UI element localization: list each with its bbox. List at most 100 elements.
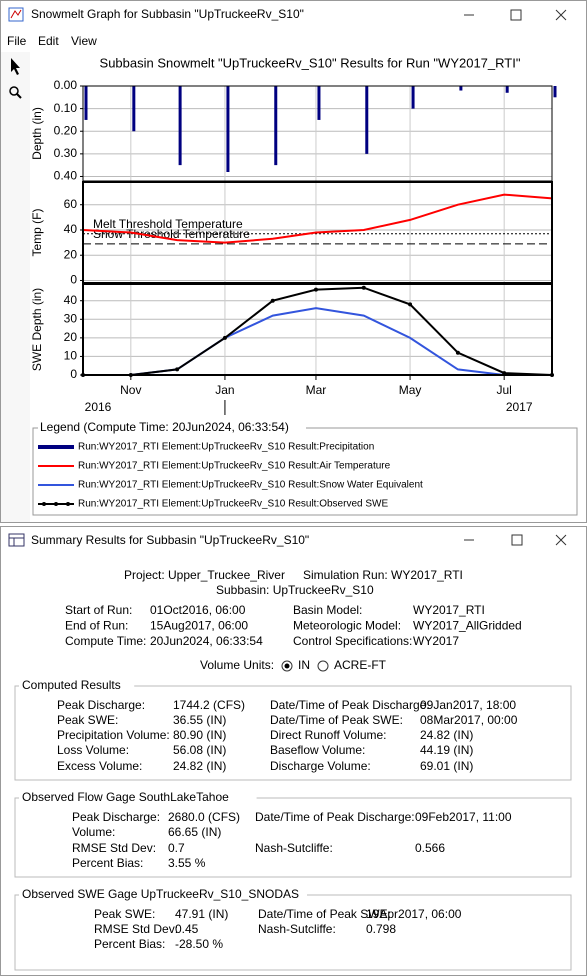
menu-item[interactable]: Edit [38, 34, 59, 48]
result-value: 19Apr2017, 06:00 [366, 907, 462, 921]
window-title: Summary Results for Subbasin "UpTruckeeR… [31, 533, 309, 547]
series-marker [313, 287, 318, 292]
result-label: Peak Discharge: [72, 810, 160, 824]
radio-button[interactable] [317, 660, 329, 672]
result-value: 0.798 [366, 922, 396, 936]
result-label: Excess Volume: [57, 759, 142, 773]
x-tick-label: May [399, 383, 422, 397]
result-label: Percent Bias: [94, 937, 165, 951]
volume-units-label: Volume Units: [200, 658, 274, 672]
y-tick-label: 20 [64, 330, 78, 344]
run-info-value: WY2017_RTI [413, 603, 485, 617]
result-label: Percent Bias: [72, 856, 143, 870]
result-label: Nash-Sutcliffe: [255, 841, 333, 855]
y-tick-label: 20 [64, 247, 78, 261]
project: Project: Upper_Truckee_River [124, 568, 285, 582]
run-info-value: WY2017 [413, 634, 459, 648]
menu-item[interactable]: View [71, 34, 97, 48]
window-controls[interactable] [464, 534, 567, 546]
x-tick-label: Jul [497, 383, 512, 397]
result-label: Nash-Sutcliffe: [258, 922, 336, 936]
result-label: Date/Time of Peak SWE: [270, 713, 403, 727]
result-label: Date/Time of Peak Discharge: [270, 698, 430, 712]
result-label: Discharge Volume: [270, 759, 371, 773]
series-marker [175, 367, 180, 372]
result-value: 56.08 (IN) [173, 743, 226, 757]
y-tick-label: 0.30 [54, 146, 78, 160]
title-bar [1, 1, 586, 30]
result-label: Precipitation Volume: [57, 728, 170, 742]
y-tick-label: 0 [70, 273, 77, 287]
y-tick-label: 30 [64, 311, 78, 325]
result-value: 66.65 (IN) [168, 825, 221, 839]
year-label: 2017 [506, 400, 533, 414]
maximize-button[interactable] [510, 9, 522, 21]
subbasin: Subbasin: UpTruckeeRv_S10 [216, 583, 374, 597]
result-label: Direct Runoff Volume: [270, 728, 387, 742]
y-tick-label: 60 [64, 197, 78, 211]
maximize-button[interactable] [511, 534, 523, 546]
legend-entry: Run:WY2017_RTI Element:UpTruckeeRv_S10 R… [78, 461, 391, 472]
zoom-tool[interactable] [9, 86, 22, 99]
y-tick-label: 0.00 [54, 78, 78, 92]
summary-icon [8, 533, 25, 547]
plot-area [83, 284, 552, 375]
result-value: 0.45 [175, 922, 199, 936]
result-value: 47.91 (IN) [175, 907, 228, 921]
threshold-label: Melt Threshold Temperature [93, 217, 243, 231]
y-tick-label: 40 [64, 293, 78, 307]
y-tick-label: 40 [64, 222, 78, 236]
radio-label: IN [298, 658, 310, 672]
select-tool[interactable] [11, 58, 20, 75]
result-label: RMSE Std Dev: [94, 922, 178, 936]
simulation-run: Simulation Run: WY2017_RTI [303, 568, 463, 582]
group-box [14, 797, 572, 878]
run-info-value: 20Jun2024, 06:33:54 [150, 634, 263, 648]
window-title: Snowmelt Graph for Subbasin "UpTruckeeRv… [31, 7, 304, 21]
result-value: 24.82 (IN) [173, 759, 226, 773]
legend-entry: Run:WY2017_RTI Element:UpTruckeeRv_S10 R… [78, 480, 423, 491]
app-icon [8, 7, 24, 22]
result-value: 44.19 (IN) [420, 743, 473, 757]
result-value: 2680.0 (CFS) [168, 810, 240, 824]
result-label: Peak SWE: [94, 907, 155, 921]
close-button[interactable] [555, 534, 567, 546]
run-info-label: Start of Run: [65, 603, 132, 617]
result-value: 80.90 (IN) [173, 728, 226, 742]
result-value: 08Mar2017, 00:00 [420, 713, 518, 727]
menu-item[interactable]: File [7, 34, 27, 48]
y-tick-label: 0 [70, 367, 77, 381]
legend-entry: Run:WY2017_RTI Element:UpTruckeeRv_S10 R… [78, 499, 388, 510]
series-marker [408, 302, 413, 307]
result-label: Peak SWE: [57, 713, 118, 727]
radio-dot [284, 663, 290, 669]
group-title: Observed Flow Gage SouthLakeTahoe [22, 790, 229, 804]
legend-title: Legend (Compute Time: 20Jun2024, 06:33:5… [40, 420, 289, 434]
run-info-label: Control Specifications: [293, 634, 412, 648]
group-title-bg [19, 791, 257, 805]
y-tick-label: 0.10 [54, 101, 78, 115]
result-value: 3.55 % [168, 856, 206, 870]
toolbar-bg [1, 52, 30, 522]
result-value: 36.55 (IN) [173, 713, 226, 727]
series-line [82, 193, 553, 244]
series-marker [361, 285, 366, 290]
y-axis-label: Depth (in) [30, 107, 44, 160]
window-controls[interactable] [464, 9, 567, 21]
group-title-bg [19, 679, 135, 693]
result-label: Date/Time of Peak Discharge: [255, 810, 415, 824]
result-label: RMSE Std Dev: [72, 841, 156, 855]
result-label: Loss Volume: [57, 743, 129, 757]
run-info-value: WY2017_AllGridded [413, 619, 522, 633]
x-tick-label: Nov [120, 383, 141, 397]
run-info-value: 01Oct2016, 06:00 [150, 603, 246, 617]
legend-marker [42, 502, 46, 506]
y-tick-label: 0.20 [54, 123, 78, 137]
legend-entry: Run:WY2017_RTI Element:UpTruckeeRv_S10 R… [78, 442, 374, 453]
radio-label: ACRE-FT [334, 658, 387, 672]
result-value: -28.50 % [175, 937, 223, 951]
result-value: 09Feb2017, 11:00 [415, 810, 512, 824]
close-button[interactable] [555, 9, 567, 21]
